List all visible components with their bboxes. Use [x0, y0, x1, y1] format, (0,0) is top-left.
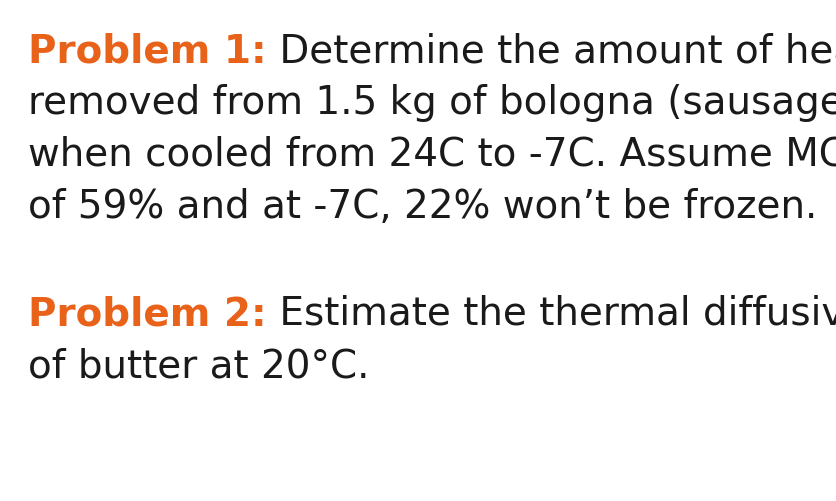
Text: Problem 2:: Problem 2: — [28, 295, 267, 333]
Text: of 59% and at ‑7C, 22% won’t be frozen.: of 59% and at ‑7C, 22% won’t be frozen. — [28, 188, 818, 226]
Text: when cooled from 24C to -7C. Assume MC: when cooled from 24C to -7C. Assume MC — [28, 136, 836, 174]
Text: of butter at 20°C.: of butter at 20°C. — [28, 347, 370, 385]
Text: removed from 1.5 kg of bologna (sausage): removed from 1.5 kg of bologna (sausage) — [28, 84, 836, 122]
Text: Problem 1:: Problem 1: — [28, 32, 267, 70]
Text: Determine the amount of heat: Determine the amount of heat — [267, 32, 836, 70]
Text: Estimate the thermal diffusivity: Estimate the thermal diffusivity — [267, 295, 836, 333]
